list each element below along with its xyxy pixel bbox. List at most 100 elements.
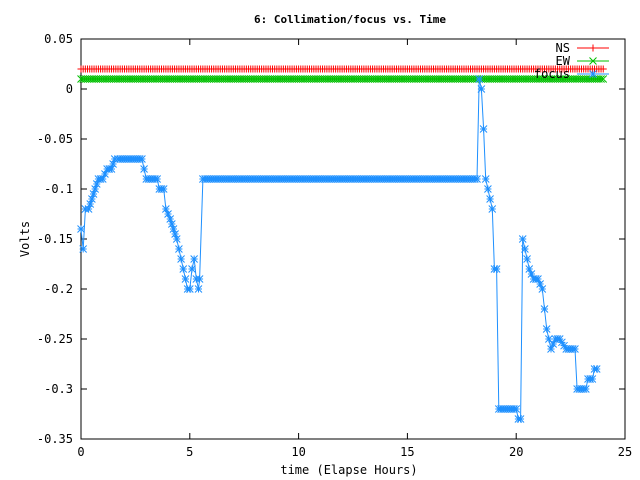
legend-marker-NS bbox=[589, 44, 597, 52]
data-point-focus bbox=[481, 175, 490, 183]
x-tick-label: 5 bbox=[186, 445, 193, 459]
x-tick-label: 25 bbox=[618, 445, 632, 459]
data-point-focus bbox=[164, 210, 172, 218]
data-point-focus bbox=[101, 170, 109, 178]
y-tick-label: -0.25 bbox=[37, 332, 73, 346]
x-tick-label: 0 bbox=[77, 445, 84, 459]
data-point-focus bbox=[175, 245, 183, 253]
data-point-focus bbox=[79, 245, 88, 253]
data-point-NS bbox=[599, 65, 607, 73]
chart-title: 6: Collimation/focus vs. Time bbox=[254, 13, 446, 26]
data-point-focus bbox=[162, 205, 170, 213]
data-point-focus bbox=[169, 225, 178, 233]
data-point-focus bbox=[195, 275, 204, 283]
x-tick-label: 20 bbox=[509, 445, 523, 459]
data-point-focus bbox=[536, 280, 544, 288]
y-tick-label: -0.1 bbox=[44, 182, 73, 196]
legend-label-focus: focus bbox=[534, 67, 570, 81]
x-axis-label: time (Elapse Hours) bbox=[280, 463, 417, 477]
data-point-focus bbox=[172, 235, 181, 243]
data-point-focus bbox=[516, 415, 525, 423]
data-point-focus bbox=[549, 340, 558, 348]
data-point-focus bbox=[153, 175, 162, 183]
data-point-focus bbox=[166, 215, 175, 223]
data-point-focus bbox=[171, 230, 179, 238]
legend-label-EW: EW bbox=[556, 54, 571, 68]
legend-marker-EW bbox=[589, 57, 597, 65]
data-point-focus bbox=[92, 180, 101, 188]
series-line-focus bbox=[80, 78, 597, 420]
data-point-focus bbox=[109, 160, 117, 168]
data-point-focus bbox=[527, 270, 536, 278]
x-axis: 0 5 10 15 20 25 bbox=[77, 39, 632, 459]
data-point-focus bbox=[86, 200, 95, 208]
data-point-focus bbox=[571, 345, 579, 353]
legend-marker-focus bbox=[589, 70, 597, 78]
data-point-focus bbox=[581, 385, 590, 393]
data-point-focus bbox=[91, 185, 99, 193]
data-point-focus bbox=[512, 405, 521, 413]
data-point-focus bbox=[555, 335, 564, 343]
y-tick-label: -0.2 bbox=[44, 282, 73, 296]
legend-label-NS: NS bbox=[556, 41, 570, 55]
series-NS bbox=[77, 65, 607, 73]
data-point-focus bbox=[188, 265, 196, 273]
series-focus bbox=[77, 75, 601, 423]
data-point-focus bbox=[492, 265, 501, 273]
data-point-focus bbox=[592, 365, 601, 373]
data-point-focus bbox=[89, 190, 98, 198]
x-tick-label: 15 bbox=[400, 445, 414, 459]
data-point-focus bbox=[542, 325, 551, 333]
data-point-focus bbox=[588, 375, 597, 383]
data-point-focus bbox=[190, 255, 199, 263]
y-tick-label: 0.05 bbox=[44, 32, 73, 46]
data-point-focus bbox=[534, 275, 542, 283]
data-point-focus bbox=[185, 285, 194, 293]
data-point-focus bbox=[547, 345, 555, 353]
data-point-focus bbox=[140, 165, 148, 173]
data-point-EW bbox=[599, 75, 608, 83]
data-point-focus bbox=[518, 235, 527, 243]
series-EW bbox=[77, 75, 608, 83]
data-point-focus bbox=[194, 285, 203, 293]
y-tick-label: 0 bbox=[66, 82, 73, 96]
data-point-focus bbox=[525, 265, 534, 273]
data-point-focus bbox=[560, 341, 568, 350]
y-tick-label: -0.05 bbox=[37, 132, 73, 146]
y-tick-label: -0.15 bbox=[37, 232, 73, 246]
data-point-focus bbox=[544, 335, 553, 343]
data-point-focus bbox=[540, 305, 549, 313]
data-point-focus bbox=[98, 175, 107, 183]
y-tick-label: -0.35 bbox=[37, 432, 73, 446]
data-point-focus bbox=[177, 255, 185, 263]
data-point-focus bbox=[484, 185, 492, 193]
data-point-focus bbox=[558, 338, 566, 347]
data-point-focus bbox=[167, 220, 176, 228]
plot-frame bbox=[80, 38, 626, 440]
data-point-focus bbox=[179, 265, 188, 273]
data-point-focus bbox=[77, 225, 85, 233]
data-point-focus bbox=[138, 155, 146, 163]
data-point-focus bbox=[477, 85, 486, 93]
data-point-focus bbox=[488, 205, 497, 213]
y-axis-label: Volts bbox=[18, 221, 32, 257]
data-point-focus bbox=[88, 195, 96, 203]
data-point-focus bbox=[84, 205, 93, 213]
data-point-focus bbox=[475, 75, 484, 83]
data-point-focus bbox=[107, 165, 116, 173]
y-tick-label: -0.3 bbox=[44, 382, 73, 396]
data-point-focus bbox=[181, 275, 190, 283]
series-layer bbox=[77, 65, 608, 423]
data-point-focus bbox=[159, 185, 168, 193]
y-axis: 0.05 0 -0.05 -0.1 -0.15 -0.2 -0.25 -0.3 -0.35 bbox=[37, 32, 625, 446]
data-point-focus bbox=[523, 255, 531, 263]
data-point-focus bbox=[521, 245, 529, 253]
data-point-focus bbox=[486, 195, 494, 203]
data-point-focus bbox=[473, 175, 481, 183]
data-point-EW bbox=[597, 75, 605, 83]
x-tick-label: 10 bbox=[291, 445, 305, 459]
data-point-focus bbox=[479, 125, 488, 133]
data-point-focus bbox=[538, 285, 547, 293]
